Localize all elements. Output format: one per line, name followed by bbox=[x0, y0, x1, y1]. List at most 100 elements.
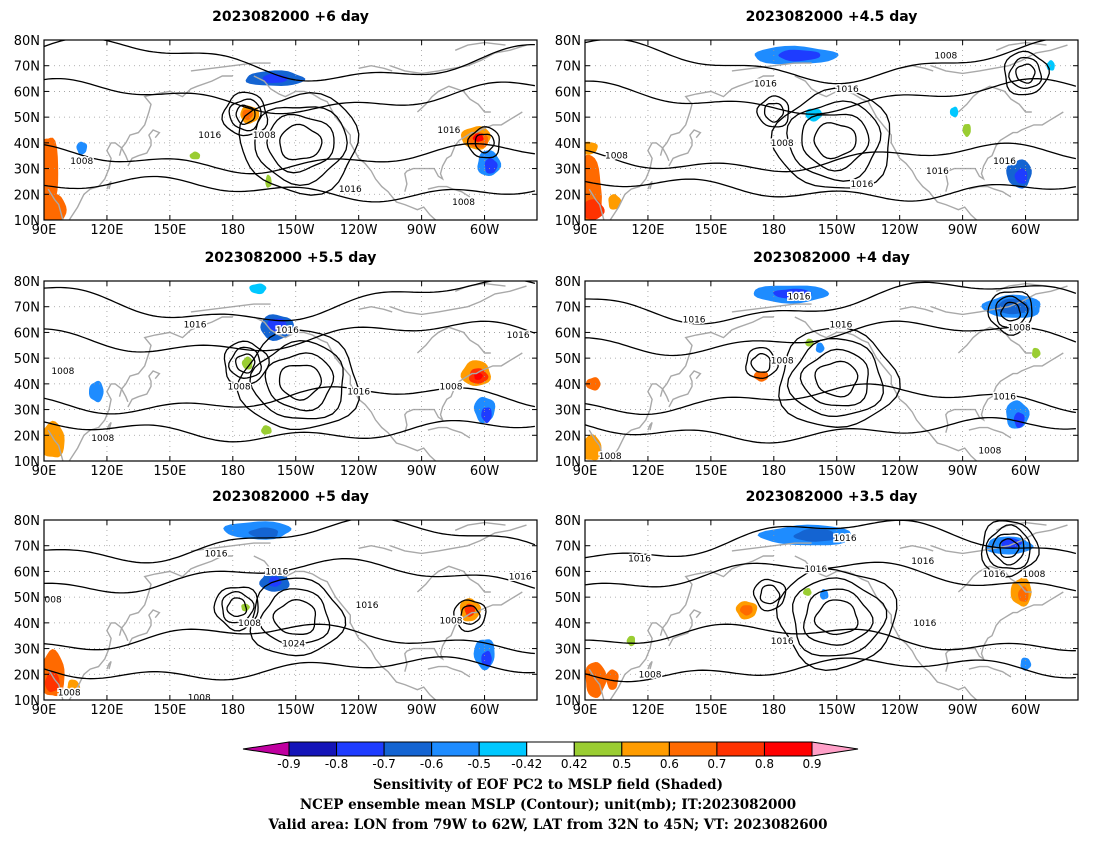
map-content: 1008 1016 1008 1016 1016 1008 bbox=[44, 40, 537, 220]
pressure-contour bbox=[799, 348, 869, 407]
pressure-contour bbox=[1000, 301, 1022, 322]
coastline bbox=[416, 85, 491, 113]
pressure-contour bbox=[585, 142, 1077, 173]
y-tick-label: 20N bbox=[14, 668, 40, 683]
coastline bbox=[957, 326, 1032, 354]
colorbar-label: 0.6 bbox=[660, 757, 679, 771]
coastline bbox=[930, 44, 1068, 75]
coastline bbox=[106, 180, 112, 190]
colorbar-swatch bbox=[478, 741, 528, 757]
coastline bbox=[427, 426, 471, 439]
pressure-contour bbox=[802, 588, 874, 646]
sensitivity-shade bbox=[481, 650, 492, 667]
caption-line-1: Sensitivity of EOF PC2 to MSLP field (Sh… bbox=[373, 777, 723, 793]
contour-label: 1008 bbox=[51, 367, 74, 377]
coastline bbox=[731, 62, 812, 72]
sensitivity-shade bbox=[248, 527, 279, 538]
sensitivity-shade bbox=[1032, 347, 1041, 359]
map-panel-3: 2023082000 +5.5 day101610161008100810161… bbox=[14, 250, 538, 479]
y-tick-label: 70N bbox=[555, 301, 581, 316]
y-tick-label: 50N bbox=[555, 111, 581, 126]
contour-label: 1016 bbox=[850, 180, 873, 190]
y-tick-label: 40N bbox=[555, 617, 581, 632]
contour-label: 1008 bbox=[771, 139, 794, 149]
colorbar-swatch bbox=[336, 741, 385, 757]
y-tick-label: 20N bbox=[555, 188, 581, 203]
y-tick-label: 70N bbox=[555, 540, 581, 555]
x-tick-label: 150E bbox=[694, 703, 727, 718]
pressure-contour bbox=[585, 416, 1076, 444]
contour-label: 1016 bbox=[771, 637, 794, 647]
sensitivity-shade bbox=[753, 371, 769, 382]
coastline bbox=[253, 316, 437, 461]
map-frame bbox=[584, 39, 1079, 221]
colorbar-swatch bbox=[383, 741, 433, 757]
y-tick-label: 30N bbox=[14, 163, 40, 178]
pressure-contour bbox=[249, 577, 347, 657]
y-tick-label: 40N bbox=[555, 378, 581, 393]
contour-label: 1016 bbox=[339, 185, 362, 195]
pressure-contour bbox=[770, 87, 891, 189]
coastline bbox=[668, 370, 702, 408]
y-tick-label: 60N bbox=[555, 326, 581, 341]
y-tick-label: 50N bbox=[14, 352, 40, 367]
coastline bbox=[968, 665, 1012, 678]
y-tick-label: 80N bbox=[555, 514, 581, 529]
sensitivity-shade bbox=[585, 377, 601, 391]
y-tick-label: 50N bbox=[14, 111, 40, 126]
map-frame bbox=[43, 280, 538, 462]
coastline bbox=[794, 75, 978, 220]
pressure-contour bbox=[1015, 63, 1036, 84]
x-tick-label: 180 bbox=[220, 703, 245, 718]
colorbar-over-arrow bbox=[811, 741, 859, 757]
coastline bbox=[588, 188, 605, 220]
coastline bbox=[609, 383, 670, 461]
pressure-contour bbox=[44, 77, 536, 115]
colorbar-label: -0.6 bbox=[420, 757, 443, 771]
coastline bbox=[127, 129, 161, 167]
pressure-contour bbox=[44, 623, 535, 655]
y-tick-label: 30N bbox=[14, 404, 40, 419]
x-tick-label: 120E bbox=[631, 703, 664, 718]
caption-block: Sensitivity of EOF PC2 to MSLP field (Sh… bbox=[268, 777, 828, 833]
coastline bbox=[127, 609, 161, 647]
pressure-contour bbox=[234, 353, 256, 374]
colorbar-label: -0.9 bbox=[277, 757, 300, 771]
y-tick-label: 60N bbox=[555, 565, 581, 580]
y-tick-label: 20N bbox=[555, 668, 581, 683]
pressure-contour bbox=[759, 584, 781, 605]
coastline bbox=[930, 524, 1068, 555]
x-tick-label: 150E bbox=[694, 223, 727, 238]
caption-line-3: Valid area: LON from 79W to 62W, LAT fro… bbox=[268, 817, 828, 833]
sensitivity-shade bbox=[740, 605, 753, 616]
y-tick-label: 30N bbox=[14, 643, 40, 658]
pressure-contour bbox=[585, 78, 1077, 115]
pressure-contour bbox=[756, 95, 790, 128]
colorbar: -0.9 -0.8 -0.7 -0.6 -0.5 -0.42 0.42 0.5 0.6 0.7 0.… bbox=[242, 741, 859, 771]
contour-label: 1008 bbox=[70, 157, 93, 167]
x-tick-label: 120W bbox=[340, 464, 378, 479]
sensitivity-shade bbox=[261, 425, 272, 435]
coastline bbox=[404, 352, 523, 433]
x-tick-label: 90W bbox=[407, 223, 437, 238]
pressure-contour bbox=[221, 590, 255, 624]
contour-label: 1016 bbox=[276, 326, 299, 336]
colorbar-label: -0.42 bbox=[511, 757, 542, 771]
y-tick-label: 60N bbox=[555, 85, 581, 100]
colorbar-label: 0.42 bbox=[561, 757, 588, 771]
coastline bbox=[995, 41, 1047, 51]
coastline bbox=[588, 429, 605, 461]
colorbar-swatch bbox=[288, 741, 338, 757]
pressure-contour bbox=[752, 578, 787, 612]
y-tick-label: 10N bbox=[14, 214, 40, 229]
sensitivity-shade bbox=[803, 588, 812, 596]
pressure-contour bbox=[585, 178, 1077, 202]
coastline bbox=[609, 622, 670, 700]
pressure-contour bbox=[44, 558, 536, 594]
y-tick-label: 80N bbox=[14, 514, 40, 529]
y-tick-label: 30N bbox=[555, 163, 581, 178]
contour-label: 1008 bbox=[639, 670, 662, 680]
map-panel-2: 2023082000 +4.5 day100810161016100810081… bbox=[555, 9, 1079, 238]
map-frame bbox=[584, 519, 1079, 701]
x-tick-label: 180 bbox=[220, 223, 245, 238]
